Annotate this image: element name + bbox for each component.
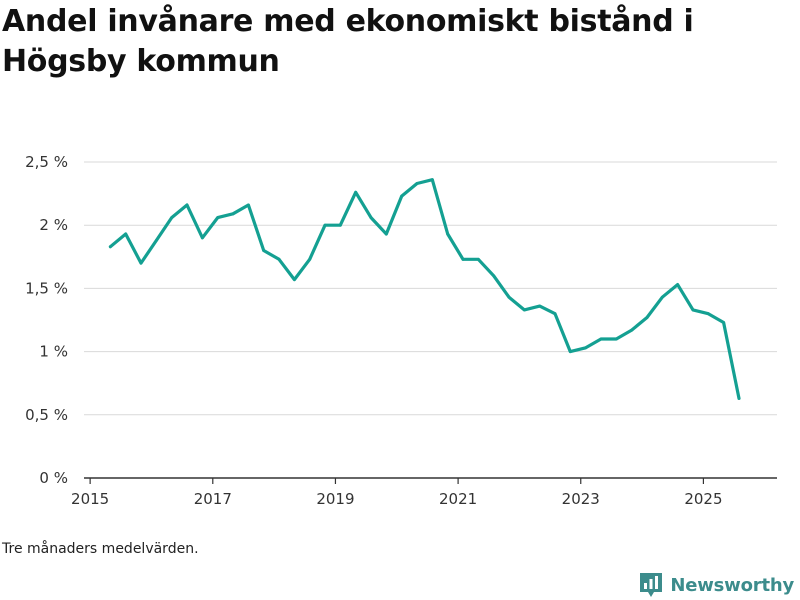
data-point: [292, 278, 296, 281]
data-point: [722, 321, 726, 324]
y-tick-label: 0 %: [39, 469, 68, 487]
y-tick-label: 1 %: [39, 343, 68, 361]
x-axis-ticks: 2015 2017 2019 2021 2023 2025: [71, 478, 723, 508]
data-point: [415, 182, 419, 185]
data-point: [446, 232, 450, 236]
y-axis-ticks: 0 % 0,5 % 1 % 1,5 % 2 % 2,5 %: [25, 153, 68, 487]
data-point: [691, 308, 695, 312]
data-point: [231, 212, 235, 216]
data-point: [185, 203, 189, 207]
data-point: [614, 337, 618, 341]
y-tick-label: 0,5 %: [25, 406, 68, 424]
newsworthy-logo-icon: [640, 573, 663, 597]
data-point: [262, 249, 266, 252]
y-tick-label: 2,5 %: [25, 153, 68, 171]
data-point: [706, 312, 710, 316]
data-point: [277, 257, 281, 261]
data-point: [369, 216, 373, 220]
data-point: [584, 346, 588, 350]
x-tick-label: 2023: [562, 490, 600, 508]
data-point: [461, 257, 465, 261]
data-point: [522, 308, 526, 312]
gridlines: [84, 161, 777, 416]
footnote: Tre månaders medelvärden.: [2, 541, 199, 557]
x-tick-label: 2025: [684, 490, 722, 508]
x-tick-label: 2017: [194, 490, 232, 508]
series-layer: [108, 178, 741, 400]
data-point: [124, 232, 128, 236]
data-point: [139, 261, 143, 265]
data-point: [430, 178, 434, 182]
data-point: [660, 295, 664, 299]
data-point: [154, 238, 158, 242]
data-point: [246, 203, 250, 207]
data-point: [400, 194, 404, 198]
data-point: [538, 304, 542, 308]
data-point: [200, 236, 204, 240]
data-point: [323, 223, 327, 227]
x-tick-label: 2019: [316, 490, 354, 508]
data-point: [308, 257, 312, 261]
data-point: [553, 312, 557, 316]
data-point: [630, 328, 634, 332]
data-point: [216, 216, 220, 220]
data-point: [492, 274, 496, 278]
data-point: [108, 245, 112, 249]
data-point: [170, 216, 174, 220]
y-tick-label: 2 %: [39, 216, 68, 234]
brand-logo[interactable]: Newsworthy: [639, 570, 794, 600]
data-point: [338, 223, 342, 227]
data-point: [737, 396, 741, 400]
data-point: [676, 283, 680, 287]
brand-name: Newsworthy: [670, 574, 794, 596]
data-point: [476, 257, 480, 261]
data-point: [354, 190, 358, 194]
data-point: [568, 350, 572, 353]
y-tick-label: 1,5 %: [25, 279, 68, 297]
x-tick-label: 2015: [71, 490, 109, 508]
chart-title: Andel invånare med ekonomiskt bistånd i …: [2, 4, 694, 79]
x-tick-label: 2021: [439, 490, 477, 508]
series-line: [108, 178, 741, 400]
data-point: [645, 316, 649, 319]
data-point: [507, 295, 511, 299]
data-point: [384, 232, 388, 236]
data-point: [599, 337, 603, 341]
